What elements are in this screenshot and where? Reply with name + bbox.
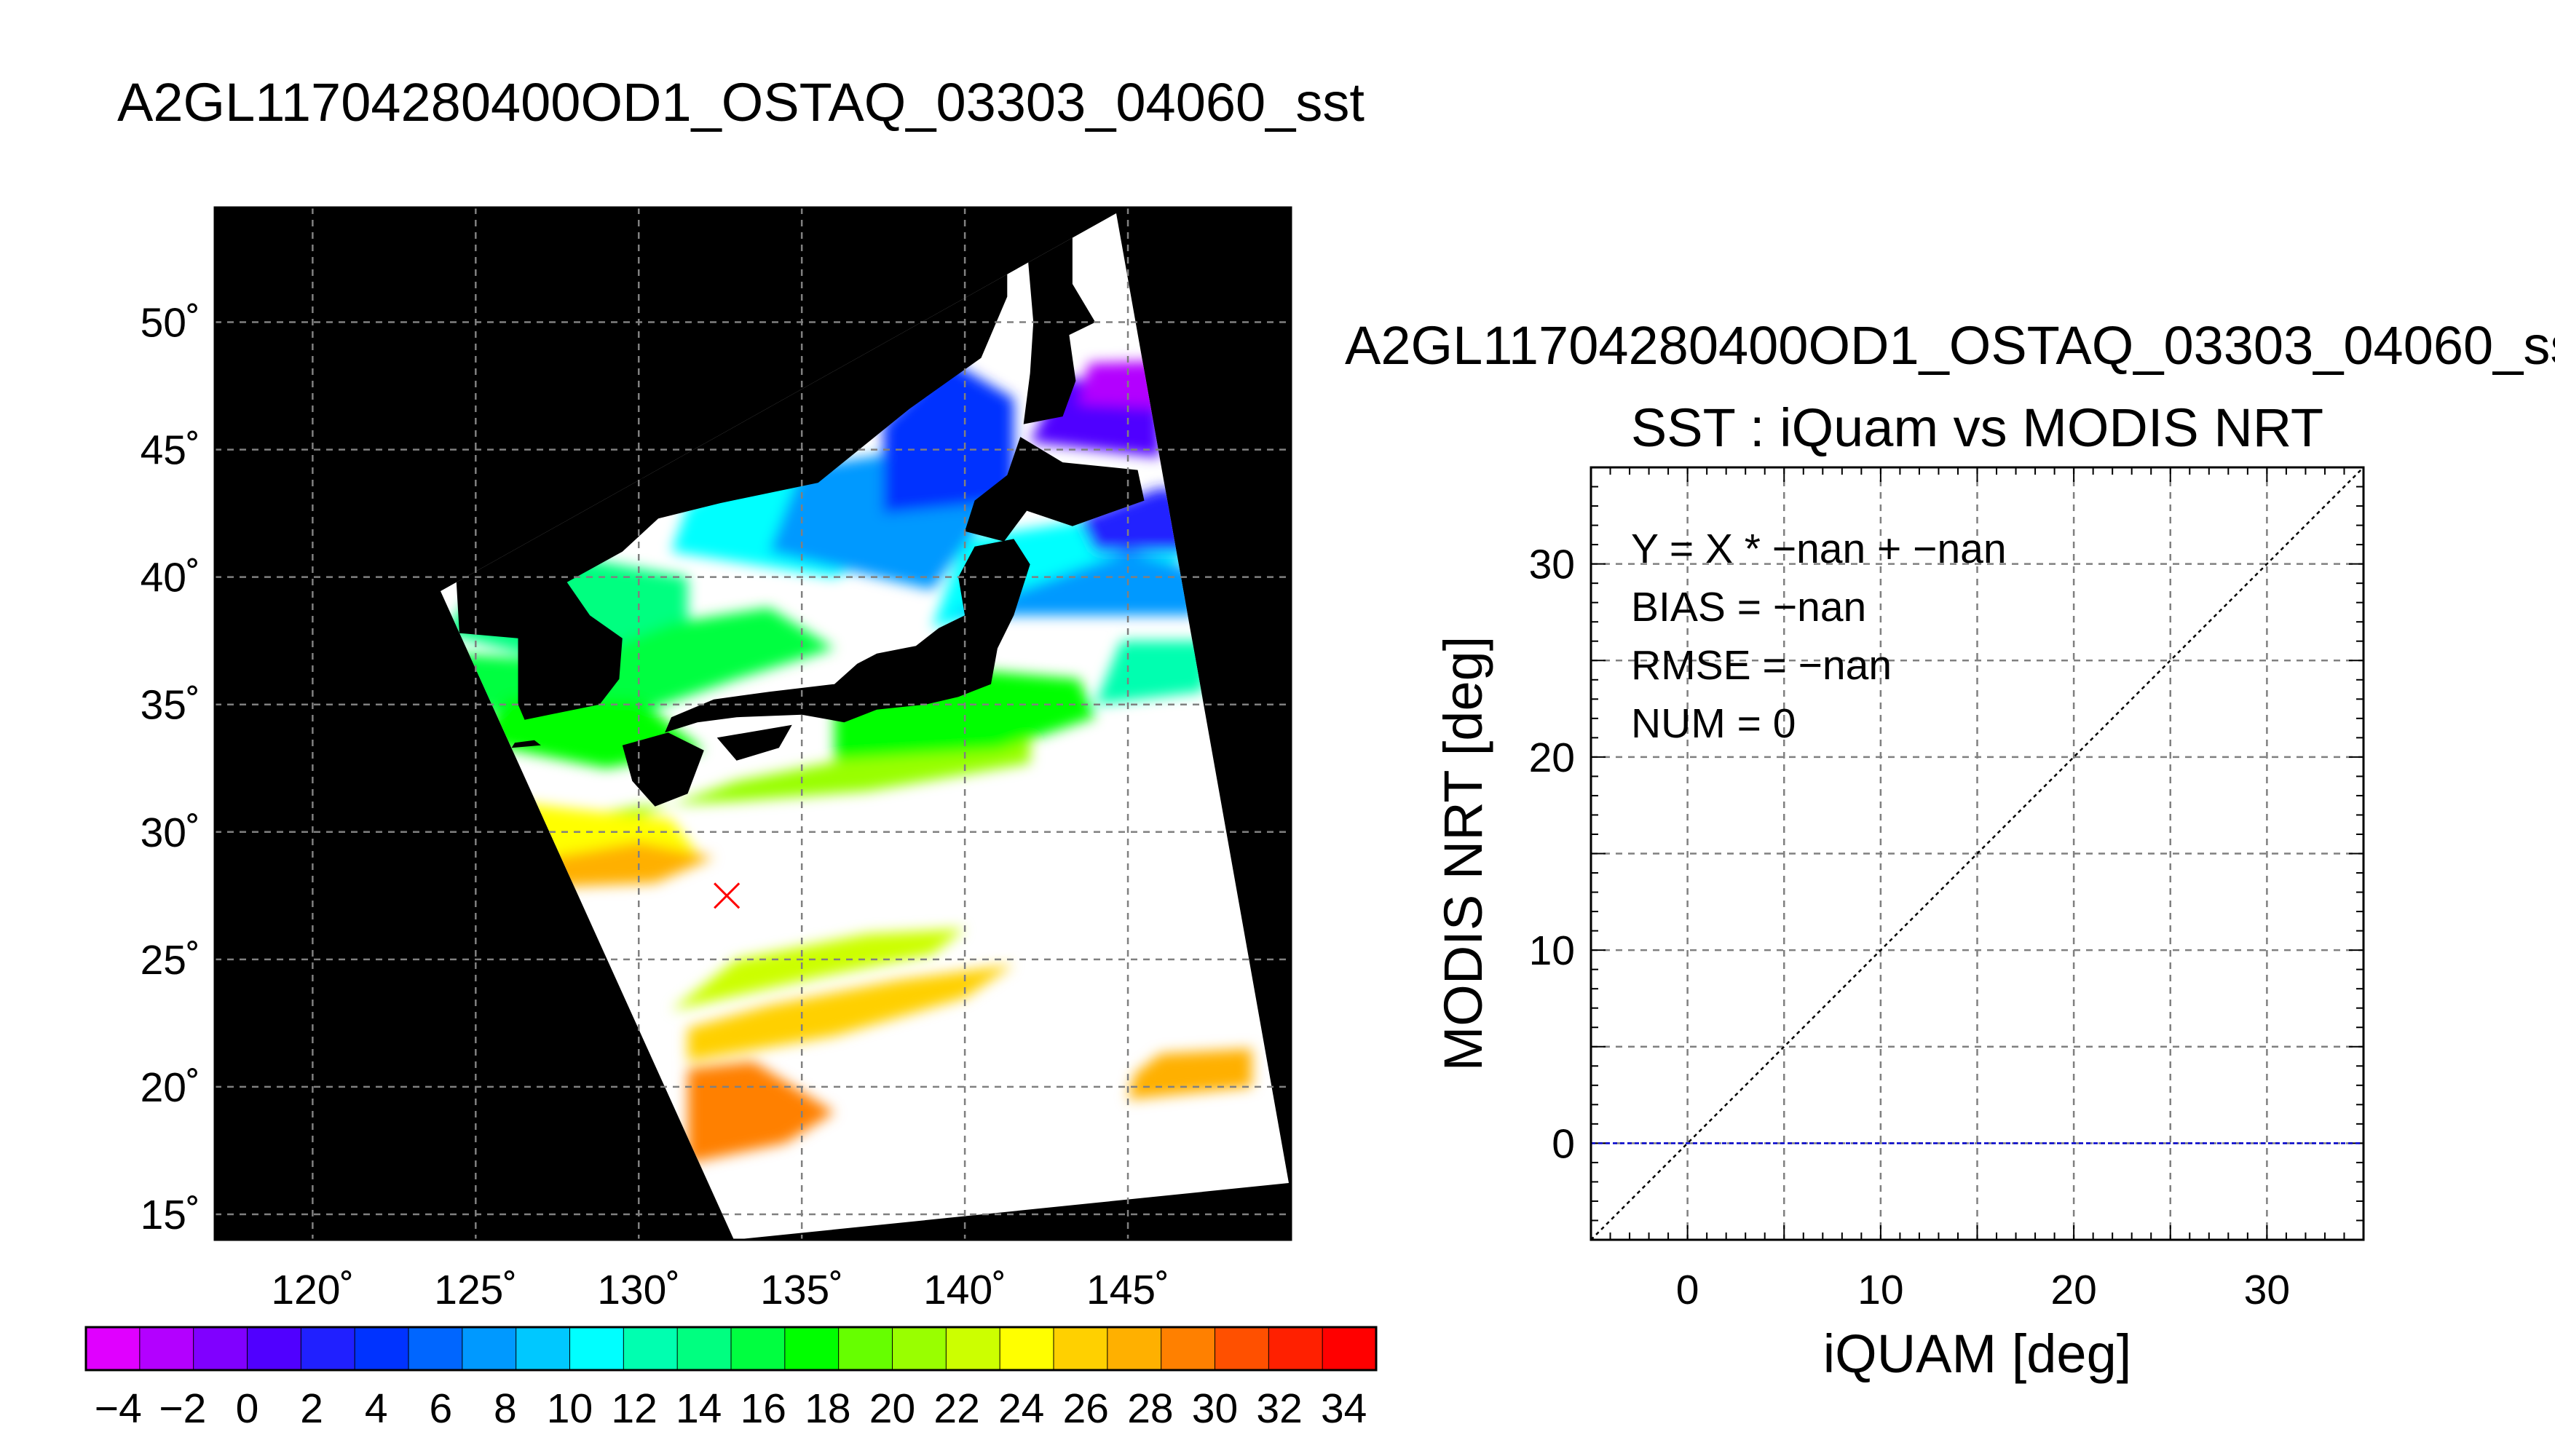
scatter-y-tick-label: 10 [1529, 927, 1575, 974]
identity-line [1590, 467, 2364, 1241]
colorbar-segment [462, 1327, 517, 1370]
japan-honshu [665, 539, 1030, 733]
map-y-tick-label: 30˚ [141, 810, 200, 856]
colorbar-segment [1107, 1327, 1162, 1370]
colorbar-tick-label: 28 [1127, 1385, 1173, 1432]
location-marker [714, 882, 741, 909]
colorbar-segment [1000, 1327, 1054, 1370]
japan-kyushu [622, 732, 704, 807]
page-title: A2GL11704280400OD1_OSTAQ_03303_04060_sst [117, 72, 1365, 132]
map-x-tick-label: 140˚ [923, 1267, 1006, 1313]
map-y-tick-label: 35˚ [141, 682, 200, 729]
map-x-tick-label: 120˚ [271, 1267, 354, 1313]
scatter-title: SST : iQuam vs MODIS NRT [1631, 397, 2323, 458]
colorbar-segment [569, 1327, 624, 1370]
japan-shikoku [716, 724, 792, 761]
map-x-tick-label: 145˚ [1086, 1267, 1169, 1313]
map-y-tick-label: 45˚ [141, 427, 200, 474]
scatter-x-tick-label: 20 [2050, 1267, 2096, 1313]
colorbar-segment [1054, 1327, 1108, 1370]
colorbar-tick-label: 6 [429, 1385, 452, 1432]
colorbar-segment [946, 1327, 1000, 1370]
colorbar-tick-label: 30 [1192, 1385, 1238, 1432]
sst-patch [671, 928, 965, 1010]
colorbar-tick-label: 4 [365, 1385, 388, 1432]
colorbar-segment [301, 1327, 355, 1370]
stats-annotation: BIAS = −nan [1631, 584, 1866, 630]
scatter-frame [1590, 466, 2365, 1241]
colorbar-tick-label: 20 [869, 1385, 915, 1432]
map-y-tick-label: 40˚ [141, 555, 200, 601]
colorbar-tick-label: 10 [547, 1385, 593, 1432]
sst-patch [687, 964, 1014, 1061]
colorbar-tick-label: 18 [805, 1385, 850, 1432]
colorbar-segment [86, 1327, 141, 1370]
colorbar-segment [731, 1327, 786, 1370]
scatter-file-title: A2GL11704280400OD1_OSTAQ_03303_04060_sst [1345, 315, 2555, 376]
scatter-x-tick-label: 0 [1676, 1267, 1699, 1313]
colorbar-segment [1161, 1327, 1216, 1370]
colorbar-segment [408, 1327, 463, 1370]
colorbar-segment [139, 1327, 194, 1370]
colorbar-tick-label: 16 [741, 1385, 786, 1432]
map-gridlines [215, 207, 1291, 1240]
scatter-y-tick-label: 30 [1529, 542, 1575, 588]
scatter-x-axis-label: iQUAM [deg] [1823, 1324, 2132, 1384]
colorbar-tick-label: 24 [998, 1385, 1044, 1432]
scatter-y-tick-label: 20 [1529, 735, 1575, 781]
map-x-tick-label: 135˚ [760, 1267, 843, 1313]
colorbar-tick-label: 22 [933, 1385, 979, 1432]
scatter-y-tick-label: 0 [1552, 1120, 1575, 1167]
map-frame [213, 206, 1292, 1241]
colorbar-segment [193, 1327, 248, 1370]
colorbar-tick-label: 8 [494, 1385, 517, 1432]
colorbar-frame [84, 1326, 1378, 1372]
colorbar-tick-label: 12 [611, 1385, 657, 1432]
map-y-tick-label: 15˚ [141, 1192, 200, 1238]
colorbar [84, 1326, 1378, 1372]
colorbar-segment [1322, 1327, 1377, 1370]
colorbar-segment [784, 1327, 840, 1370]
scatter-y-axis-label: MODIS NRT [deg] [1433, 636, 1493, 1072]
stats-annotation: RMSE = −nan [1631, 642, 1892, 689]
sst-patch [1095, 641, 1216, 705]
map-x-tick-label: 130˚ [597, 1267, 680, 1313]
colorbar-tick-label: −4 [95, 1385, 142, 1432]
colorbar-segment [516, 1327, 571, 1370]
colorbar-segment [1268, 1327, 1323, 1370]
scatter-x-tick-label: 30 [2244, 1267, 2290, 1313]
map-x-tick-label: 125˚ [434, 1267, 517, 1313]
colorbar-segment [355, 1327, 409, 1370]
colorbar-segment [892, 1327, 947, 1370]
colorbar-tick-label: 0 [236, 1385, 259, 1432]
colorbar-segment [247, 1327, 301, 1370]
colorbar-tick-label: −2 [159, 1385, 206, 1432]
map-y-tick-label: 50˚ [141, 300, 200, 347]
map-y-tick-label: 25˚ [141, 937, 200, 984]
colorbar-tick-label: 26 [1063, 1385, 1109, 1432]
colorbar-tick-label: 2 [300, 1385, 323, 1432]
map-y-tick-label: 20˚ [141, 1064, 200, 1111]
stats-annotation: Y = X * −nan + −nan [1631, 526, 2007, 572]
colorbar-segment [677, 1327, 732, 1370]
colorbar-segment [623, 1327, 678, 1370]
hokkaido [965, 437, 1145, 542]
sst-patch [534, 842, 714, 888]
colorbar-segment [838, 1327, 893, 1370]
sakhalin [1023, 213, 1096, 424]
stats-annotation: NUM = 0 [1631, 700, 1796, 747]
scatter-x-tick-label: 10 [1857, 1267, 1903, 1313]
jeju [511, 740, 541, 748]
colorbar-tick-label: 34 [1321, 1385, 1367, 1432]
scatter-axis-ticks [1590, 467, 2364, 1241]
colorbar-segment [1215, 1327, 1269, 1370]
colorbar-tick-label: 14 [676, 1385, 722, 1432]
colorbar-tick-label: 32 [1256, 1385, 1302, 1432]
